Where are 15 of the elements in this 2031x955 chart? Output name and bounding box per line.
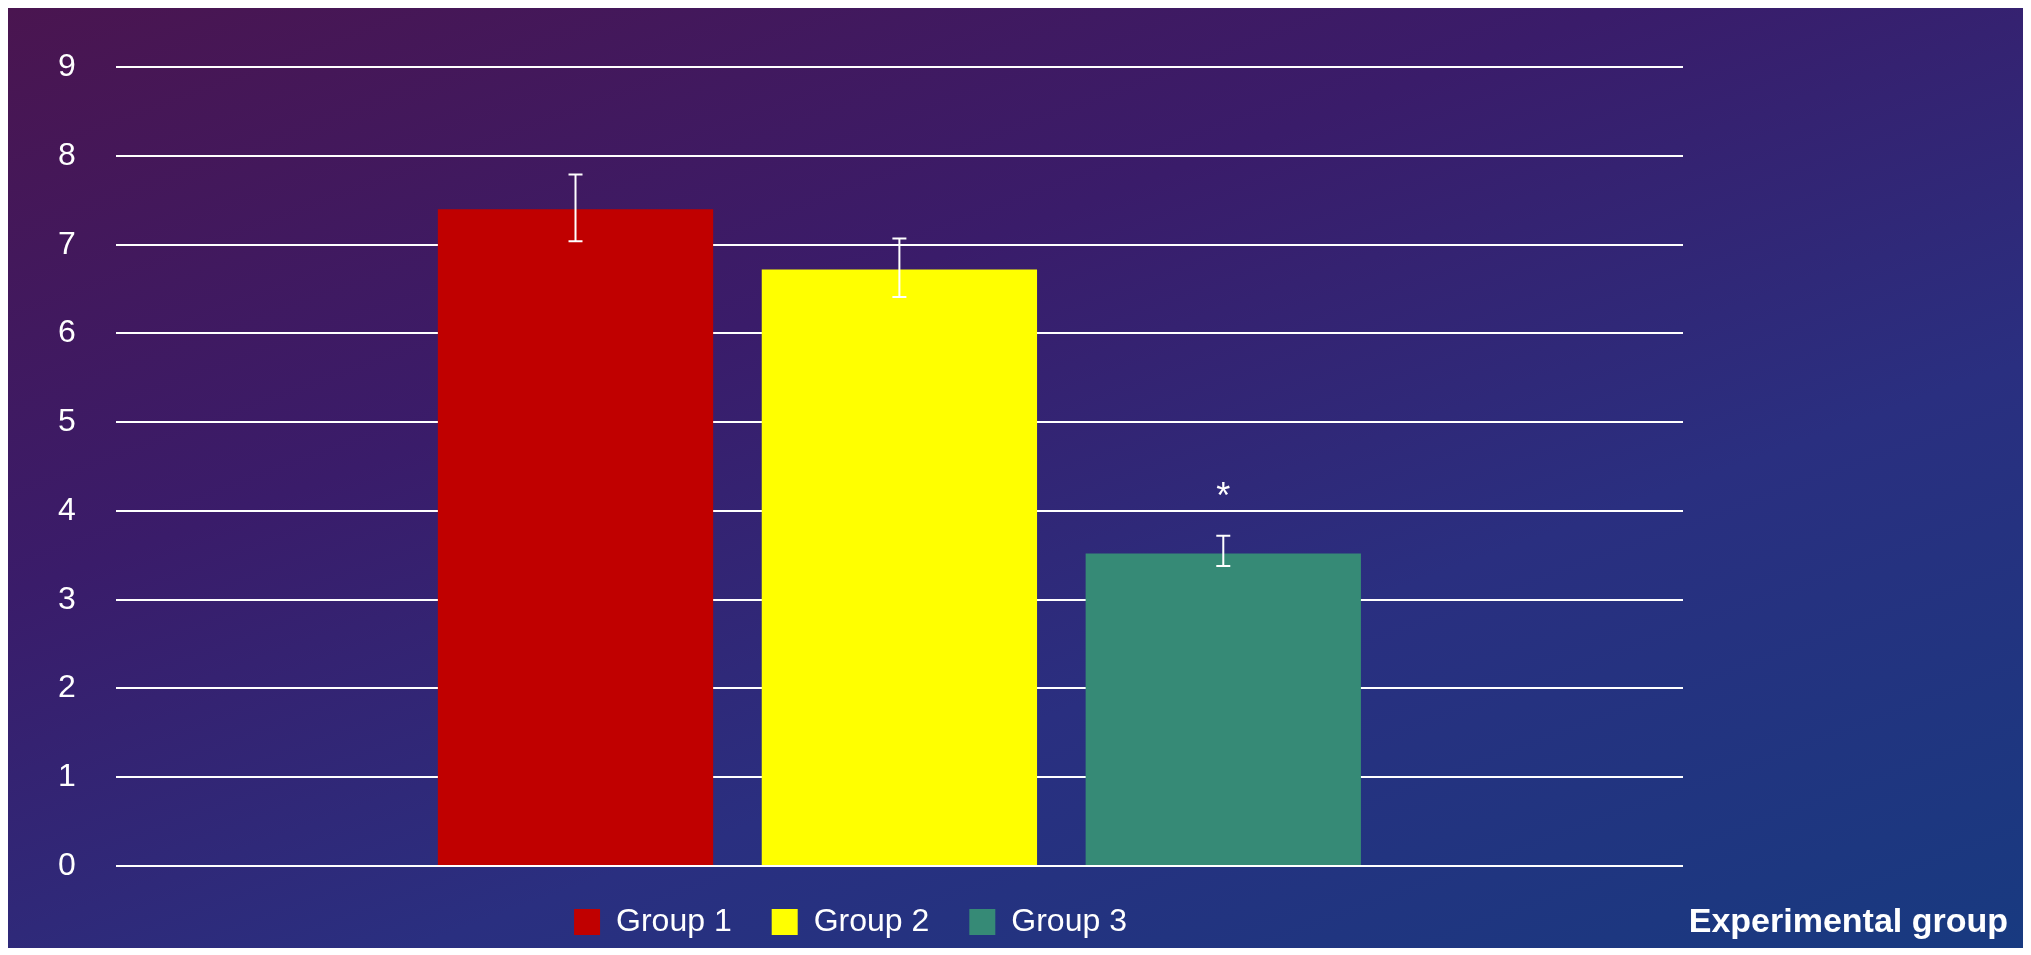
y-tick-label: 0 (58, 845, 76, 882)
y-tick-label: 9 (58, 47, 76, 84)
y-tick-label: 1 (58, 757, 76, 794)
y-tick-label: 3 (58, 579, 76, 616)
y-tick-label: 8 (58, 135, 76, 172)
y-tick-label: 2 (58, 668, 76, 705)
legend-label: Group 2 (813, 901, 930, 938)
y-tick-label: 6 (58, 313, 76, 350)
y-tick-label: 4 (58, 490, 76, 527)
y-tick-label: 7 (58, 224, 76, 261)
legend-label: Group 1 (616, 901, 732, 938)
legend-label: Group 3 (1011, 901, 1127, 938)
y-tick-label: 5 (58, 402, 76, 439)
annotation: * (1216, 474, 1231, 516)
x-axis-title: Experimental group (1688, 901, 2008, 940)
